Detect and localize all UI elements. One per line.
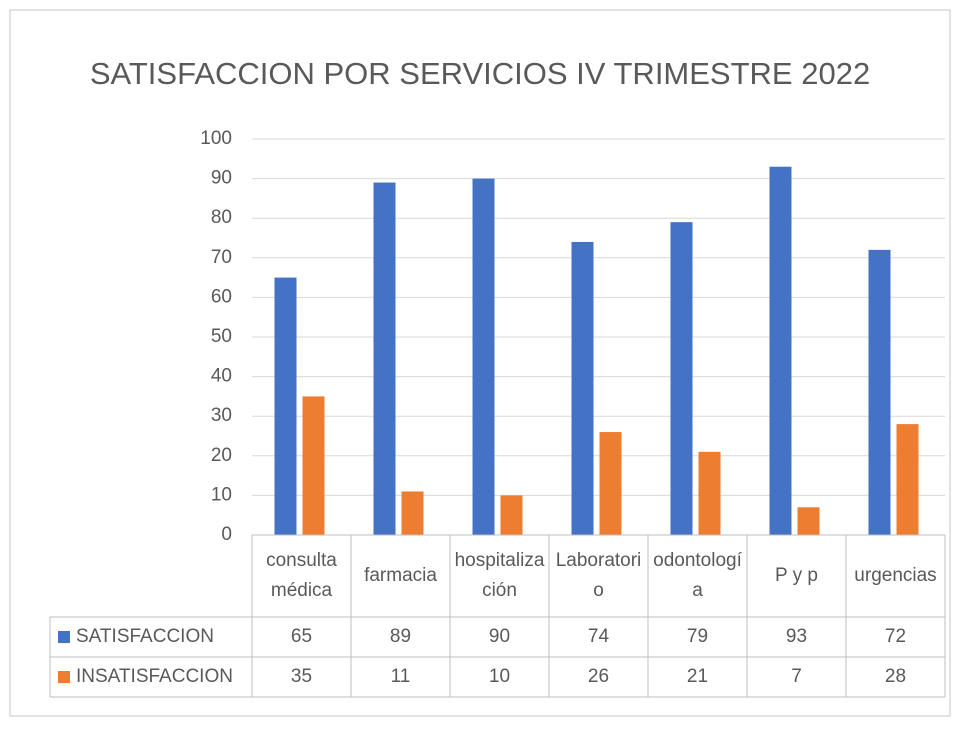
y-tick-label: 90 (211, 168, 232, 189)
y-tick-label: 0 (221, 524, 232, 545)
table-value: 74 (588, 626, 610, 647)
bar (868, 249, 891, 535)
y-tick-label: 30 (211, 405, 232, 426)
bar (274, 277, 297, 535)
bar (896, 424, 919, 535)
y-tick-label: 80 (211, 207, 232, 228)
bar (797, 507, 820, 535)
x-tick-cell: Laboratorio (555, 550, 642, 601)
y-tick-label: 10 (211, 484, 232, 505)
x-tick-cell: hospitalización (454, 550, 545, 601)
bar (769, 166, 792, 535)
y-tick-label: 40 (211, 366, 232, 387)
x-tick-label: urgencias (854, 565, 937, 586)
x-tick-cell: odontología (653, 550, 742, 601)
chart-title: SATISFACCION POR SERVICIOS IV TRIMESTRE … (90, 56, 870, 91)
table-value: 11 (391, 666, 411, 687)
legend-label: SATISFACCION (76, 626, 214, 647)
legend-swatch (58, 671, 70, 683)
bar (500, 495, 523, 535)
x-tick-label: Laboratorio (555, 550, 642, 601)
x-tick-cell: urgencias (854, 565, 937, 586)
table-value: 90 (489, 626, 510, 647)
table-value: 72 (885, 626, 906, 647)
x-tick-label: farmacia (364, 565, 437, 586)
table-value: 7 (791, 666, 802, 687)
bar (571, 241, 594, 535)
table-value: 89 (390, 626, 411, 647)
table-value: 10 (489, 666, 510, 687)
y-tick-label: 100 (200, 128, 232, 149)
table-value: 35 (291, 666, 312, 687)
y-tick-label: 60 (211, 286, 232, 307)
x-tick-cell: consulta médica (266, 550, 337, 601)
x-tick-label: P y p (775, 565, 818, 586)
table-value: 21 (687, 666, 708, 687)
x-tick-cell: P y p (775, 565, 818, 586)
legend-label: INSATISFACCION (76, 666, 233, 687)
bar (670, 222, 693, 535)
bar (599, 432, 622, 535)
legend-swatch (58, 631, 70, 643)
x-tick-label: hospitalización (454, 550, 545, 601)
bar (373, 182, 396, 535)
table-value: 26 (588, 666, 609, 687)
bar (472, 178, 495, 535)
x-tick-label: odontología (653, 550, 742, 601)
bar (302, 396, 325, 535)
bar (698, 451, 721, 535)
y-tick-label: 50 (211, 326, 232, 347)
bar (401, 491, 424, 535)
y-tick-label: 20 (211, 445, 232, 466)
table-value: 79 (687, 626, 708, 647)
x-tick-cell: farmacia (364, 565, 437, 586)
x-tick-label: consulta médica (266, 550, 337, 601)
table-value: 93 (786, 626, 807, 647)
table-value: 28 (885, 666, 906, 687)
y-tick-label: 70 (211, 247, 232, 268)
table-value: 65 (291, 626, 312, 647)
